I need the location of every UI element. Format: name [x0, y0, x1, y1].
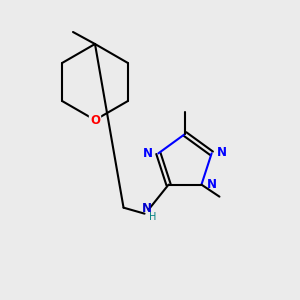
Text: O: O [90, 113, 100, 127]
Text: N: N [142, 202, 152, 215]
Text: N: N [143, 147, 153, 160]
Text: O: O [90, 113, 100, 127]
Text: N: N [206, 178, 217, 191]
Text: N: N [217, 146, 226, 159]
Text: H: H [149, 212, 156, 222]
